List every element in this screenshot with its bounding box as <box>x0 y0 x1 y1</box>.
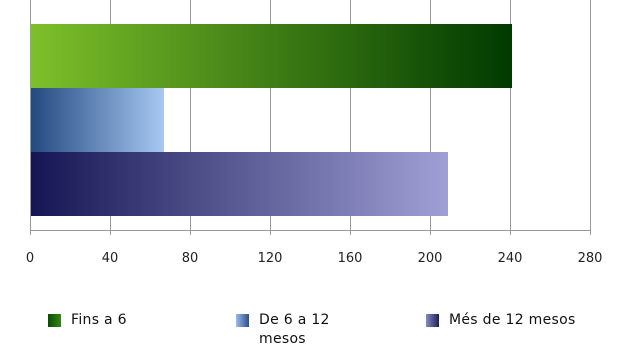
x-tick-label: 240 <box>498 251 523 266</box>
bars <box>30 24 512 216</box>
x-tick-label: 80 <box>182 251 199 266</box>
legend-label: Més de 12 mesos <box>449 311 576 330</box>
bar-series-1 <box>30 24 512 88</box>
legend-label: De 6 a 12 mesos <box>259 311 330 349</box>
legend-swatch <box>426 314 439 327</box>
legend-swatch <box>48 314 61 327</box>
x-tick-label: 40 <box>102 251 119 266</box>
legend-swatch <box>236 314 249 327</box>
legend: Fins a 6 De 6 a 12 mesos Més de 12 mesos <box>0 291 640 352</box>
legend-label-line: Fins a 6 <box>71 312 127 328</box>
x-tick-label: 120 <box>258 251 283 266</box>
legend-label-line: De 6 a 12 <box>259 312 330 328</box>
x-tick-label: 160 <box>338 251 363 266</box>
legend-label: Fins a 6 <box>71 311 127 330</box>
legend-label-line: Més de 12 mesos <box>449 312 576 328</box>
x-tick-label: 280 <box>578 251 603 266</box>
x-tick-label: 0 <box>26 251 34 266</box>
x-axis-ticks: 0 40 80 120 160 200 240 280 <box>26 251 603 266</box>
legend-item: De 6 a 12 mesos <box>236 311 330 349</box>
bar-chart: 0 40 80 120 160 200 240 280 <box>26 0 603 266</box>
bar-series-3 <box>30 152 448 216</box>
x-tick-label: 200 <box>418 251 443 266</box>
legend-label-line: mesos <box>259 331 306 347</box>
bar-series-2 <box>30 88 164 152</box>
legend-item: Fins a 6 <box>48 311 127 330</box>
legend-item: Més de 12 mesos <box>426 311 576 330</box>
